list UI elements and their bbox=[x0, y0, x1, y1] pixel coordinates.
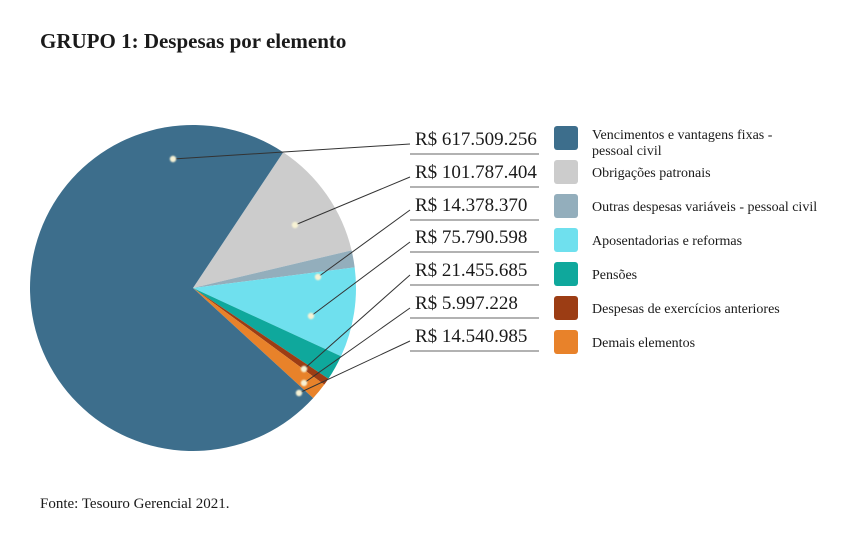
svg-text:R$ 101.787.404: R$ 101.787.404 bbox=[415, 162, 537, 183]
svg-text:Aposentadorias e reformas: Aposentadorias e reformas bbox=[592, 234, 742, 249]
svg-text:pessoal civil: pessoal civil bbox=[592, 144, 662, 159]
svg-text:R$ 14.378.370: R$ 14.378.370 bbox=[415, 195, 527, 216]
svg-text:Pensões: Pensões bbox=[592, 268, 637, 283]
svg-text:Vencimentos e vantagens fixas: Vencimentos e vantagens fixas - bbox=[592, 128, 773, 143]
svg-text:R$ 5.997.228: R$ 5.997.228 bbox=[415, 293, 518, 314]
svg-text:Despesas de exercícios anterio: Despesas de exercícios anteriores bbox=[592, 302, 780, 317]
svg-text:R$ 75.790.598: R$ 75.790.598 bbox=[415, 227, 527, 248]
svg-text:R$ 14.540.985: R$ 14.540.985 bbox=[415, 326, 527, 347]
svg-text:Outras despesas variáveis - pe: Outras despesas variáveis - pessoal civi… bbox=[592, 200, 817, 215]
svg-text:R$ 617.509.256: R$ 617.509.256 bbox=[415, 129, 537, 150]
svg-text:Demais elementos: Demais elementos bbox=[592, 336, 695, 351]
svg-text:R$ 21.455.685: R$ 21.455.685 bbox=[415, 260, 527, 281]
svg-text:Obrigações patronais: Obrigações patronais bbox=[592, 166, 711, 181]
